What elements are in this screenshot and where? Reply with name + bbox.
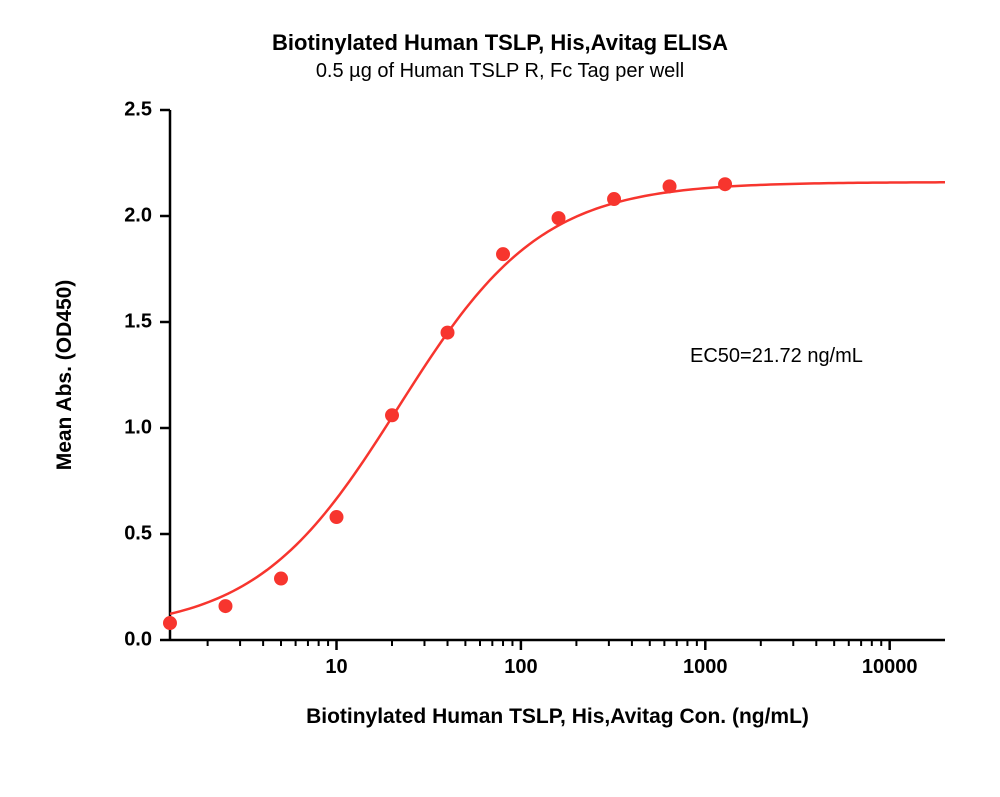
data-point — [663, 180, 676, 193]
data-point — [552, 212, 565, 225]
data-point — [330, 511, 343, 524]
y-tick-label: 0.5 — [124, 523, 152, 546]
fit-curve — [170, 182, 945, 614]
x-tick-label: 100 — [504, 656, 537, 679]
data-point — [441, 326, 454, 339]
elisa-chart: Biotinylated Human TSLP, His,Avitag ELIS… — [0, 0, 1000, 797]
data-point — [163, 617, 176, 630]
y-tick-label: 2.0 — [124, 205, 152, 228]
x-tick-label: 10000 — [862, 656, 918, 679]
data-point — [497, 248, 510, 261]
data-point — [719, 178, 732, 191]
data-point — [386, 409, 399, 422]
y-tick-label: 0.0 — [124, 629, 152, 652]
data-point — [219, 600, 232, 613]
y-tick-label: 2.5 — [124, 99, 152, 122]
y-tick-label: 1.5 — [124, 311, 152, 334]
data-point — [274, 572, 287, 585]
x-tick-label: 1000 — [683, 656, 728, 679]
y-tick-label: 1.0 — [124, 417, 152, 440]
data-point — [608, 193, 621, 206]
x-tick-label: 10 — [325, 656, 347, 679]
